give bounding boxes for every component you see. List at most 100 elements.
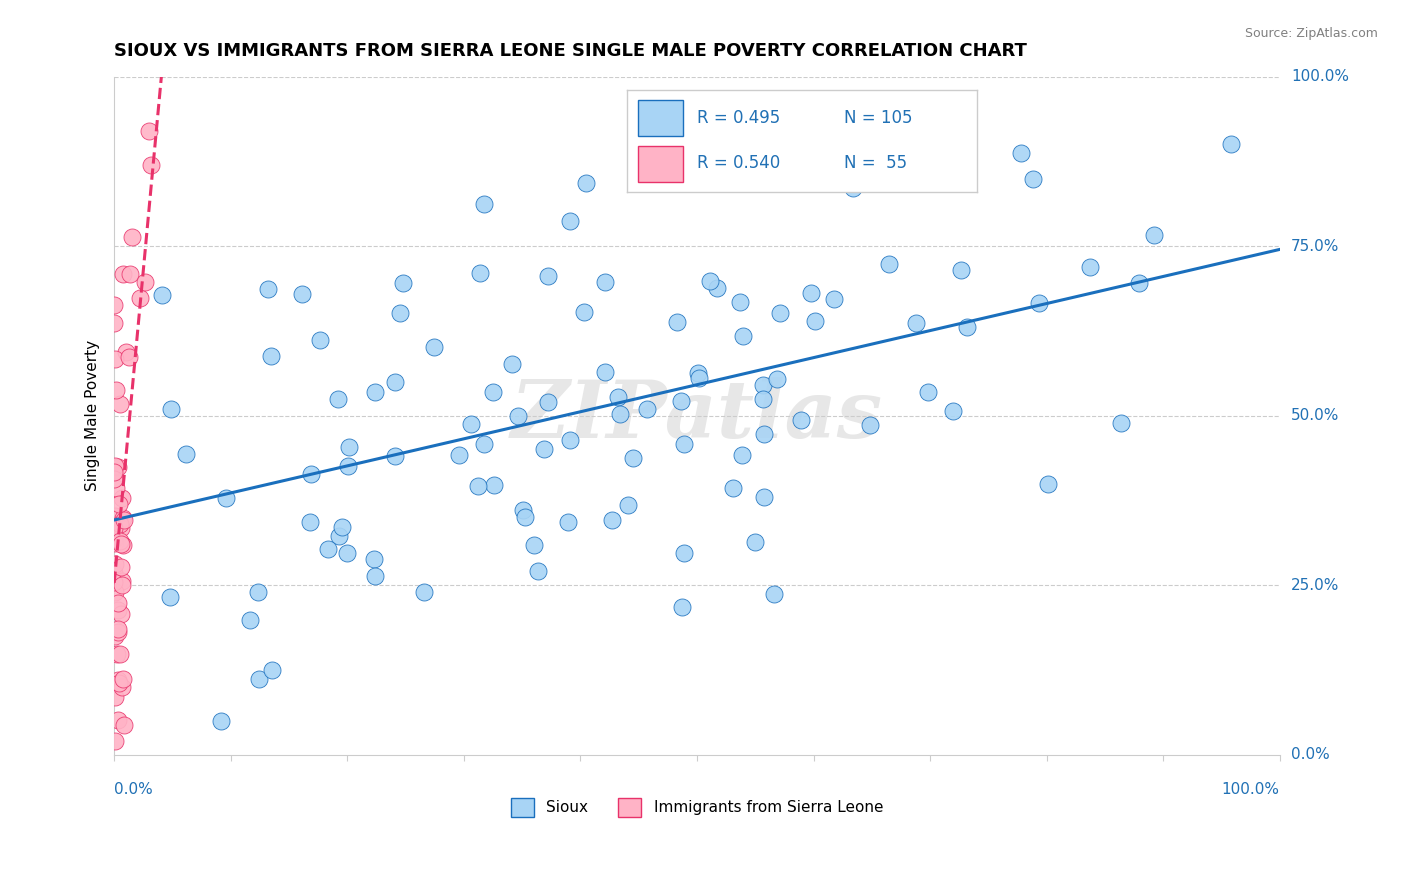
Point bbox=[572, 304, 595, 318]
Point bbox=[607, 390, 630, 404]
Point bbox=[107, 622, 129, 636]
Point bbox=[508, 409, 530, 423]
Point bbox=[104, 508, 127, 523]
Point bbox=[560, 433, 582, 447]
Point bbox=[103, 557, 125, 571]
Point bbox=[523, 538, 546, 552]
Point bbox=[1128, 276, 1150, 290]
Point bbox=[112, 511, 135, 525]
Point bbox=[751, 392, 773, 406]
Point bbox=[533, 442, 555, 457]
Point bbox=[1022, 172, 1045, 186]
Point bbox=[744, 535, 766, 549]
Point bbox=[174, 447, 197, 461]
Text: 50.0%: 50.0% bbox=[1291, 409, 1339, 423]
Point bbox=[139, 158, 162, 172]
Point bbox=[107, 497, 129, 511]
Point bbox=[769, 305, 792, 319]
Point bbox=[1010, 145, 1032, 160]
Point bbox=[842, 181, 865, 195]
Point bbox=[336, 545, 359, 559]
Point bbox=[138, 124, 160, 138]
Point bbox=[121, 229, 143, 244]
Point bbox=[512, 502, 534, 516]
Point bbox=[636, 402, 658, 417]
Point bbox=[107, 596, 129, 610]
Point bbox=[423, 340, 446, 354]
Point bbox=[104, 585, 127, 599]
Point bbox=[1142, 227, 1164, 242]
Point bbox=[731, 448, 754, 462]
Point bbox=[103, 521, 125, 535]
Point bbox=[134, 275, 156, 289]
Point bbox=[905, 316, 928, 330]
Point bbox=[104, 734, 127, 748]
Point bbox=[112, 513, 135, 527]
Point bbox=[260, 663, 283, 677]
Point bbox=[150, 287, 173, 301]
Point bbox=[363, 552, 385, 566]
Point bbox=[557, 515, 579, 529]
Point bbox=[686, 367, 709, 381]
Y-axis label: Single Male Poverty: Single Male Poverty bbox=[86, 340, 100, 491]
Point bbox=[104, 690, 127, 704]
Point bbox=[671, 600, 693, 615]
Point bbox=[752, 378, 775, 392]
Point bbox=[111, 491, 134, 505]
Point bbox=[482, 478, 505, 492]
Point bbox=[537, 395, 560, 409]
Point bbox=[104, 351, 127, 366]
Point bbox=[107, 603, 129, 617]
Point bbox=[363, 384, 385, 399]
Point bbox=[1219, 137, 1241, 152]
Point bbox=[575, 176, 598, 190]
Point bbox=[103, 575, 125, 590]
Point bbox=[501, 357, 523, 371]
Point bbox=[103, 566, 125, 580]
Point bbox=[673, 546, 696, 560]
Point bbox=[803, 314, 825, 328]
Point bbox=[215, 491, 238, 505]
Point bbox=[209, 714, 232, 728]
Point bbox=[537, 268, 560, 283]
Point bbox=[330, 520, 353, 534]
Point bbox=[110, 559, 132, 574]
Point bbox=[460, 417, 482, 432]
Point bbox=[384, 375, 406, 389]
Point bbox=[1038, 477, 1060, 491]
Point bbox=[309, 333, 332, 347]
Point bbox=[111, 267, 134, 281]
Point bbox=[879, 257, 901, 271]
Point bbox=[762, 587, 785, 601]
Point bbox=[950, 262, 973, 277]
Point bbox=[728, 294, 751, 309]
Point bbox=[104, 536, 127, 550]
Point bbox=[666, 315, 689, 329]
Point bbox=[468, 266, 491, 280]
Point bbox=[413, 585, 436, 599]
Point bbox=[104, 383, 127, 397]
Point bbox=[1028, 296, 1050, 310]
Point bbox=[472, 436, 495, 450]
Point bbox=[159, 591, 181, 605]
Point bbox=[299, 467, 322, 481]
Text: SIOUX VS IMMIGRANTS FROM SIERRA LEONE SINGLE MALE POVERTY CORRELATION CHART: SIOUX VS IMMIGRANTS FROM SIERRA LEONE SI… bbox=[114, 42, 1026, 60]
Point bbox=[364, 569, 387, 583]
Point bbox=[103, 458, 125, 473]
Point bbox=[671, 394, 693, 409]
Point bbox=[942, 403, 965, 417]
Point bbox=[103, 629, 125, 643]
Point bbox=[616, 499, 638, 513]
Point bbox=[103, 472, 125, 486]
Point bbox=[316, 542, 339, 557]
Text: 25.0%: 25.0% bbox=[1291, 578, 1339, 593]
Point bbox=[527, 564, 550, 578]
Point bbox=[688, 371, 710, 385]
Point bbox=[107, 675, 129, 690]
Point bbox=[247, 584, 270, 599]
Point bbox=[336, 458, 359, 473]
Point bbox=[111, 538, 134, 552]
Point bbox=[107, 713, 129, 727]
Point bbox=[110, 607, 132, 621]
Point bbox=[1111, 416, 1133, 430]
